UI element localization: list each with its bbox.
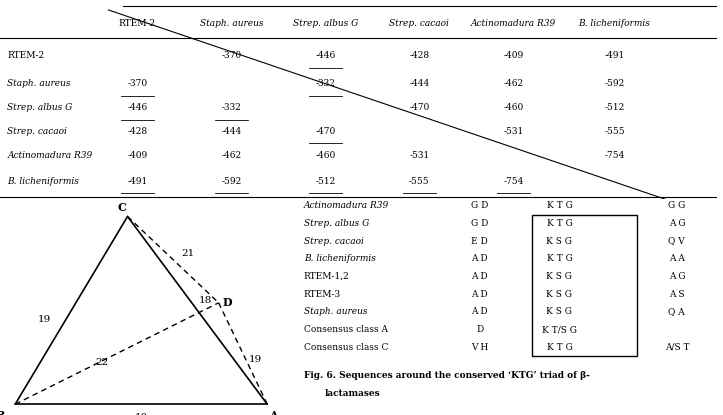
Text: A D: A D	[471, 272, 488, 281]
Text: -428: -428	[409, 51, 429, 60]
Text: -531: -531	[409, 151, 429, 160]
Bar	[532, 215, 637, 356]
Text: -512: -512	[604, 103, 625, 112]
Text: Strep. cacaoi: Strep. cacaoi	[390, 20, 449, 28]
Text: -555: -555	[604, 127, 625, 136]
Text: Q V: Q V	[669, 237, 685, 246]
Text: Strep. cacaoi: Strep. cacaoi	[7, 127, 67, 136]
Text: Q A: Q A	[669, 308, 685, 316]
Text: -512: -512	[315, 177, 335, 186]
Text: 19: 19	[249, 356, 262, 364]
Text: -460: -460	[315, 151, 335, 160]
Text: RTEM-2: RTEM-2	[7, 51, 44, 60]
Text: K S G: K S G	[547, 290, 573, 299]
Text: Fig. 6. Sequences around the conserved ‘KTG’ triad of β-: Fig. 6. Sequences around the conserved ‘…	[304, 371, 589, 381]
Text: G G: G G	[668, 201, 685, 210]
Text: -446: -446	[315, 51, 335, 60]
Text: A: A	[269, 410, 278, 415]
Text: -592: -592	[604, 79, 625, 88]
Text: K S G: K S G	[547, 308, 573, 316]
Text: 18: 18	[199, 296, 213, 305]
Text: C: C	[117, 203, 126, 213]
Text: A D: A D	[471, 254, 488, 263]
Text: -460: -460	[503, 103, 523, 112]
Text: -332: -332	[221, 103, 241, 112]
Text: B. licheniformis: B. licheniformis	[578, 20, 651, 28]
Text: Staph. aureus: Staph. aureus	[7, 79, 71, 88]
Text: K T/S G: K T/S G	[542, 325, 577, 334]
Text: -409: -409	[127, 151, 147, 160]
Text: RTEM-2: RTEM-2	[119, 20, 156, 28]
Text: K S G: K S G	[547, 237, 573, 246]
Text: -370: -370	[127, 79, 147, 88]
Text: -754: -754	[503, 177, 523, 186]
Text: Actinomadura R39: Actinomadura R39	[471, 20, 556, 28]
Text: Strep. albus G: Strep. albus G	[304, 219, 369, 228]
Text: 22: 22	[95, 358, 108, 366]
Text: V H: V H	[471, 343, 489, 352]
Text: K T G: K T G	[547, 254, 573, 263]
Text: B: B	[0, 410, 4, 415]
Text: RTEM-3: RTEM-3	[304, 290, 341, 299]
Text: A D: A D	[471, 308, 488, 316]
Text: -444: -444	[221, 127, 241, 136]
Text: -470: -470	[315, 127, 335, 136]
Text: B. licheniformis: B. licheniformis	[7, 177, 79, 186]
Text: -491: -491	[604, 51, 625, 60]
Text: -470: -470	[409, 103, 429, 112]
Text: Consensus class A: Consensus class A	[304, 325, 388, 334]
Text: 19: 19	[38, 315, 51, 324]
Text: -491: -491	[127, 177, 147, 186]
Text: 10: 10	[134, 413, 147, 415]
Text: -462: -462	[221, 151, 241, 160]
Text: Strep. cacaoi: Strep. cacaoi	[304, 237, 364, 246]
Text: K T G: K T G	[547, 201, 573, 210]
Text: G D: G D	[471, 201, 489, 210]
Text: RTEM-1,2: RTEM-1,2	[304, 272, 349, 281]
Text: -446: -446	[127, 103, 147, 112]
Text: K T G: K T G	[547, 219, 573, 228]
Text: Staph. aureus: Staph. aureus	[200, 20, 263, 28]
Text: Staph. aureus: Staph. aureus	[304, 308, 367, 316]
Text: A/S T: A/S T	[664, 343, 689, 352]
Text: D: D	[476, 325, 484, 334]
Text: A G: A G	[669, 219, 685, 228]
Text: -462: -462	[503, 79, 523, 88]
Text: -592: -592	[221, 177, 241, 186]
Text: Actinomadura R39: Actinomadura R39	[7, 151, 93, 160]
Text: -531: -531	[503, 127, 523, 136]
Text: -409: -409	[503, 51, 523, 60]
Text: -555: -555	[409, 177, 429, 186]
Text: lactamases: lactamases	[325, 389, 380, 398]
Text: K S G: K S G	[547, 272, 573, 281]
Text: -370: -370	[221, 51, 241, 60]
Text: Consensus class C: Consensus class C	[304, 343, 388, 352]
Text: -444: -444	[409, 79, 429, 88]
Text: Strep. albus G: Strep. albus G	[7, 103, 72, 112]
Text: B. licheniformis: B. licheniformis	[304, 254, 375, 263]
Text: D: D	[223, 297, 233, 308]
Text: 21: 21	[181, 249, 195, 258]
Text: A D: A D	[471, 290, 488, 299]
Text: A S: A S	[669, 290, 685, 299]
Text: A G: A G	[669, 272, 685, 281]
Text: -428: -428	[127, 127, 147, 136]
Text: K T G: K T G	[547, 343, 573, 352]
Text: Actinomadura R39: Actinomadura R39	[304, 201, 389, 210]
Text: -332: -332	[315, 79, 335, 88]
Text: G D: G D	[471, 219, 489, 228]
Text: Strep. albus G: Strep. albus G	[293, 20, 358, 28]
Text: E D: E D	[471, 237, 488, 246]
Text: A A: A A	[669, 254, 685, 263]
Text: -754: -754	[604, 151, 625, 160]
